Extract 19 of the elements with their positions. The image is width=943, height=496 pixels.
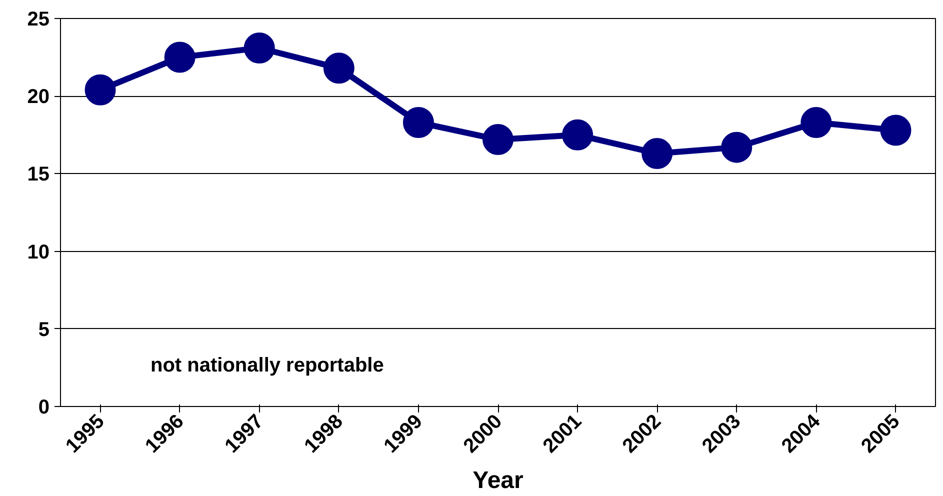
y-tick-label: 5 xyxy=(38,318,50,341)
y-tick-label: 10 xyxy=(27,241,50,264)
point xyxy=(402,107,434,138)
point xyxy=(84,74,116,106)
y-tick-label: 25 xyxy=(27,8,50,30)
annotation: not nationally reportable xyxy=(150,354,384,376)
x-axis-title: Year xyxy=(472,466,524,494)
y-tick-label: 20 xyxy=(27,86,50,108)
point xyxy=(244,32,275,64)
y-tick-label: 0 xyxy=(38,396,50,418)
y-tick-label: 15 xyxy=(27,164,50,186)
point xyxy=(642,138,673,169)
point xyxy=(164,42,196,73)
point xyxy=(482,124,514,156)
point xyxy=(721,132,752,163)
point xyxy=(800,107,832,138)
point xyxy=(323,52,354,84)
point xyxy=(880,114,912,146)
point xyxy=(562,119,594,150)
